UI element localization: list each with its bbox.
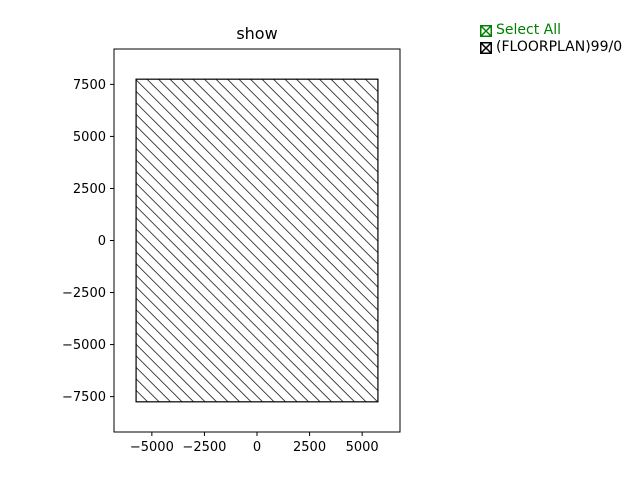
floorplan-shape bbox=[135, 78, 379, 403]
x-tick-label: 2500 bbox=[293, 440, 326, 455]
y-tick-label: 2500 bbox=[73, 182, 106, 197]
checked-box-icon bbox=[480, 24, 492, 37]
plot-title: show bbox=[236, 24, 278, 43]
checked-box-icon bbox=[480, 41, 492, 54]
layer-checkbox-floorplan[interactable]: (FLOORPLAN)99/0 bbox=[480, 39, 622, 56]
layer-label: (FLOORPLAN)99/0 bbox=[496, 39, 623, 55]
y-tick-label: 0 bbox=[98, 234, 106, 249]
x-tick-label: −2500 bbox=[182, 440, 226, 455]
hatch-pattern bbox=[136, 79, 378, 402]
y-tick-label: −5000 bbox=[62, 338, 106, 353]
y-tick-label: −7500 bbox=[62, 390, 106, 405]
x-tick-label: −5000 bbox=[130, 440, 174, 455]
x-tick-label: 0 bbox=[253, 440, 261, 455]
y-tick-label: 7500 bbox=[73, 78, 106, 93]
axes-frame bbox=[113, 48, 401, 433]
x-tick-label: 5000 bbox=[346, 440, 379, 455]
layer-legend: Select All (FLOORPLAN)99/0 bbox=[480, 22, 622, 56]
y-tick-label: −2500 bbox=[62, 286, 106, 301]
y-tick-label: 5000 bbox=[73, 130, 106, 145]
select-all-label: Select All bbox=[496, 22, 561, 38]
select-all-checkbox[interactable]: Select All bbox=[480, 22, 622, 39]
